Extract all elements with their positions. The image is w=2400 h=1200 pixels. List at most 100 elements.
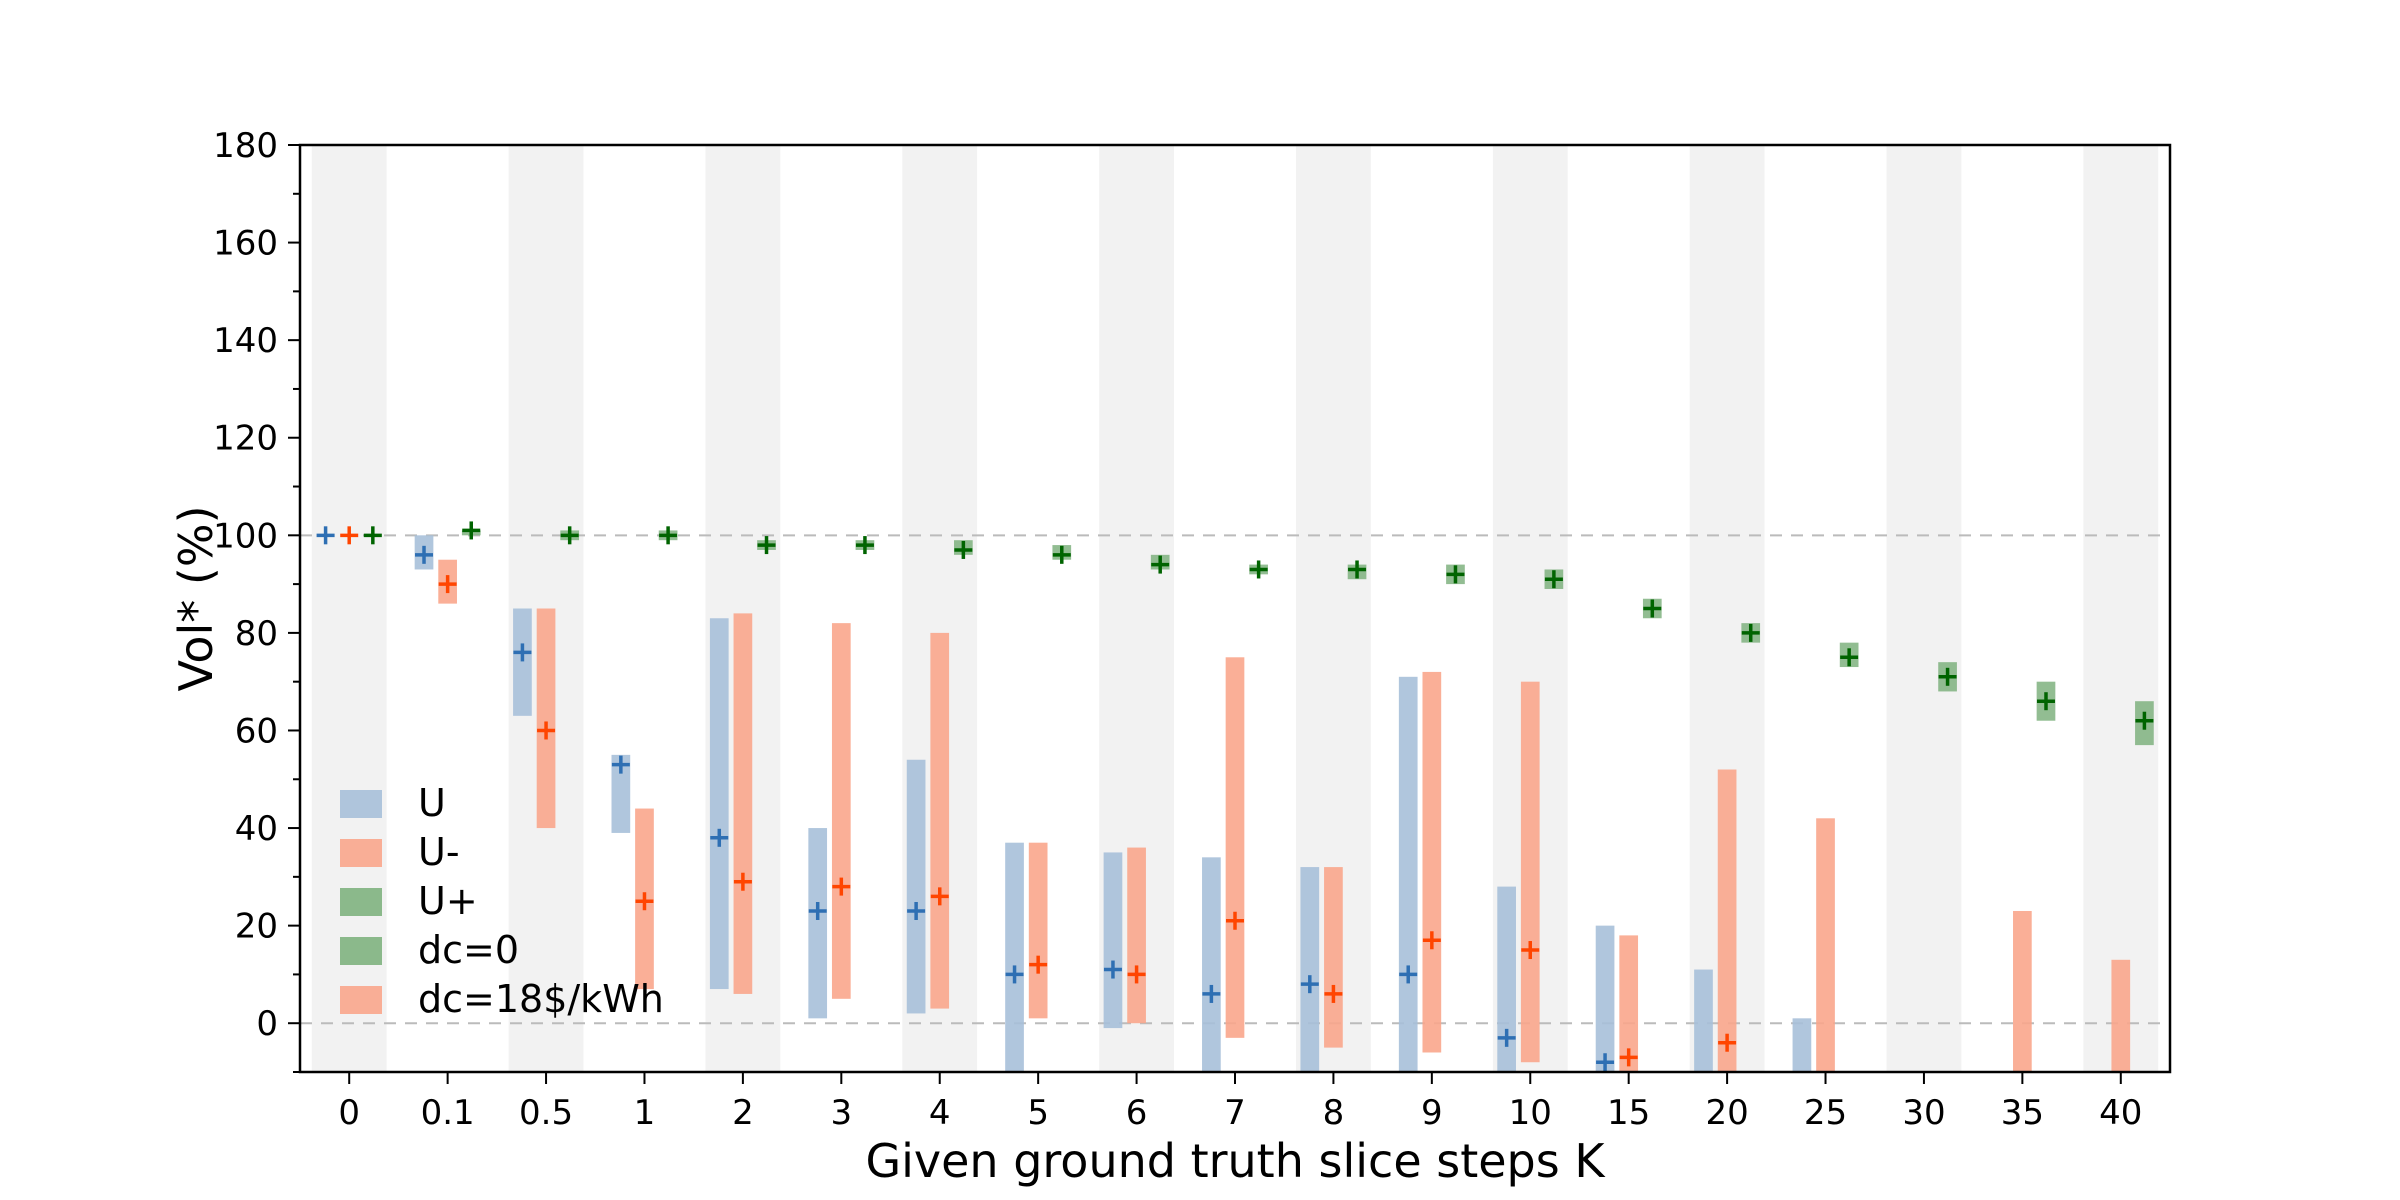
range-bar-uminus-20 (1717, 769, 1737, 1072)
mean-marker-u-10 (1497, 1028, 1516, 1047)
y-tick-label-120: 120 (213, 419, 278, 459)
mean-marker-uminus-20 (1718, 1033, 1737, 1052)
range-bar-u-20 (1694, 969, 1713, 1072)
mean-marker-u-6 (1103, 960, 1122, 979)
x-tick-label-40: 40 (2099, 1093, 2142, 1133)
mean-marker-u-3 (808, 901, 827, 920)
legend-label: U- (418, 830, 460, 874)
legend-label: dc=0 (418, 928, 519, 972)
mean-marker-uplus-4 (954, 540, 973, 559)
legend-item-1: U (340, 781, 446, 825)
legend-label: U (418, 781, 446, 825)
band-40 (2083, 145, 2159, 1072)
mean-marker-uplus-40 (2135, 711, 2154, 730)
range-bar-u-2 (709, 618, 729, 990)
x-tick-label-20: 20 (1705, 1093, 1748, 1133)
mean-marker-uminus-9 (1422, 931, 1441, 950)
x-tick-label-0.5: 0.5 (519, 1093, 573, 1133)
x-tick-label-10: 10 (1509, 1093, 1552, 1133)
legend-swatch (340, 888, 382, 916)
legend-swatch (340, 790, 382, 818)
mean-marker-u-5 (1005, 965, 1024, 984)
x-tick-label-8: 8 (1323, 1093, 1345, 1133)
x-tick-label-9: 9 (1421, 1093, 1443, 1133)
x-tick-label-0.1: 0.1 (421, 1093, 475, 1133)
mean-marker-u-0.1 (415, 545, 434, 564)
range-bar-uminus-4 (930, 632, 950, 1009)
x-axis-label: Given ground truth slice steps K (865, 1134, 1606, 1188)
range-bar-uminus-25 (1816, 818, 1835, 1072)
mean-marker-uplus-9 (1446, 565, 1465, 584)
y-tick-label-100: 100 (213, 516, 278, 556)
mean-marker-u-2 (710, 828, 729, 847)
mean-marker-u-0 (316, 526, 335, 545)
y-tick-label-140: 140 (213, 321, 278, 361)
range-bar-uminus-2 (733, 613, 753, 994)
x-tick-label-6: 6 (1126, 1093, 1148, 1133)
axes: 0 20 40 60 80 100 120 140 160 180 0 0.1 0.5 1 2 3 4 5 6 7 8 9… (213, 126, 2172, 1133)
mean-marker-uplus-3 (855, 536, 874, 555)
mean-marker-uminus-0.1 (438, 575, 457, 594)
range-bar-uminus-35 (2013, 910, 2032, 1072)
band-30 (1886, 145, 1962, 1072)
mean-marker-uplus-15 (1643, 599, 1662, 618)
legend-item-4: dc=0 (340, 928, 519, 972)
x-tick-label-35: 35 (2001, 1093, 2044, 1133)
x-tick-label-25: 25 (1804, 1093, 1847, 1133)
mean-marker-u-15 (1596, 1053, 1615, 1072)
range-bar-u-1 (611, 754, 631, 833)
range-bar-u-9 (1398, 676, 1418, 1072)
legend-label: dc=18$/kWh (418, 977, 664, 1021)
mean-marker-uminus-6 (1127, 965, 1146, 984)
range-bar-u-3 (808, 828, 828, 1019)
x-tick-label-7: 7 (1224, 1093, 1246, 1133)
range-bar-uminus-9 (1422, 671, 1442, 1053)
range-bar-uminus-7 (1225, 657, 1245, 1038)
range-bar-uminus-5 (1028, 842, 1048, 1019)
mean-marker-uminus-4 (930, 887, 949, 906)
mean-marker-uplus-0.1 (462, 521, 481, 540)
mean-marker-uminus-1 (635, 892, 654, 911)
y-axis-label: Vol* (%) (169, 505, 223, 691)
mean-marker-u-4 (907, 901, 926, 920)
mean-marker-uplus-7 (1249, 560, 1268, 579)
mean-marker-uplus-35 (2036, 692, 2055, 711)
mean-marker-u-1 (611, 755, 630, 774)
legend-swatch (340, 937, 382, 965)
mean-marker-u-7 (1202, 984, 1221, 1003)
y-tick-label-180: 180 (213, 126, 278, 166)
range-bar-uminus-3 (831, 623, 851, 999)
mean-marker-uminus-0.5 (537, 721, 556, 740)
y-tick-label-80: 80 (235, 614, 278, 654)
range-bar-u-6 (1103, 852, 1123, 1029)
mean-marker-uplus-30 (1938, 667, 1957, 686)
legend-item-5: dc=18$/kWh (340, 977, 664, 1021)
range-bar-uminus-40 (2111, 959, 2131, 1072)
range-bar-u-5 (1005, 842, 1024, 1072)
mean-marker-uplus-2 (757, 536, 776, 555)
mean-marker-uminus-8 (1324, 984, 1343, 1003)
mean-marker-uplus-8 (1348, 560, 1367, 579)
legend: U U- U+ dc=0 dc=18$/kWh (340, 781, 664, 1021)
mean-marker-uplus-5 (1052, 545, 1071, 564)
mean-marker-uminus-7 (1226, 911, 1244, 930)
legend-item-3: U+ (340, 879, 478, 923)
mean-marker-uminus-5 (1029, 955, 1048, 974)
x-tick-label-4: 4 (929, 1093, 951, 1133)
range-bar-u-4 (906, 759, 926, 1014)
legend-swatch (340, 986, 382, 1014)
range-bar-u-8 (1300, 867, 1320, 1072)
y-tick-label-40: 40 (235, 809, 278, 849)
mean-marker-uplus-0.5 (560, 526, 579, 545)
mean-marker-uminus-3 (832, 877, 851, 896)
legend-swatch (340, 839, 382, 867)
mean-marker-u-0.5 (513, 643, 532, 662)
range-bar-u-25 (1792, 1018, 1812, 1072)
mean-marker-uminus-15 (1619, 1048, 1638, 1067)
y-tick-label-160: 160 (213, 224, 278, 264)
band-0 (311, 145, 387, 1072)
range-bar-u-0.5 (513, 608, 532, 716)
mean-marker-uplus-25 (1840, 648, 1859, 667)
range-bar-uminus-6 (1127, 847, 1146, 1024)
